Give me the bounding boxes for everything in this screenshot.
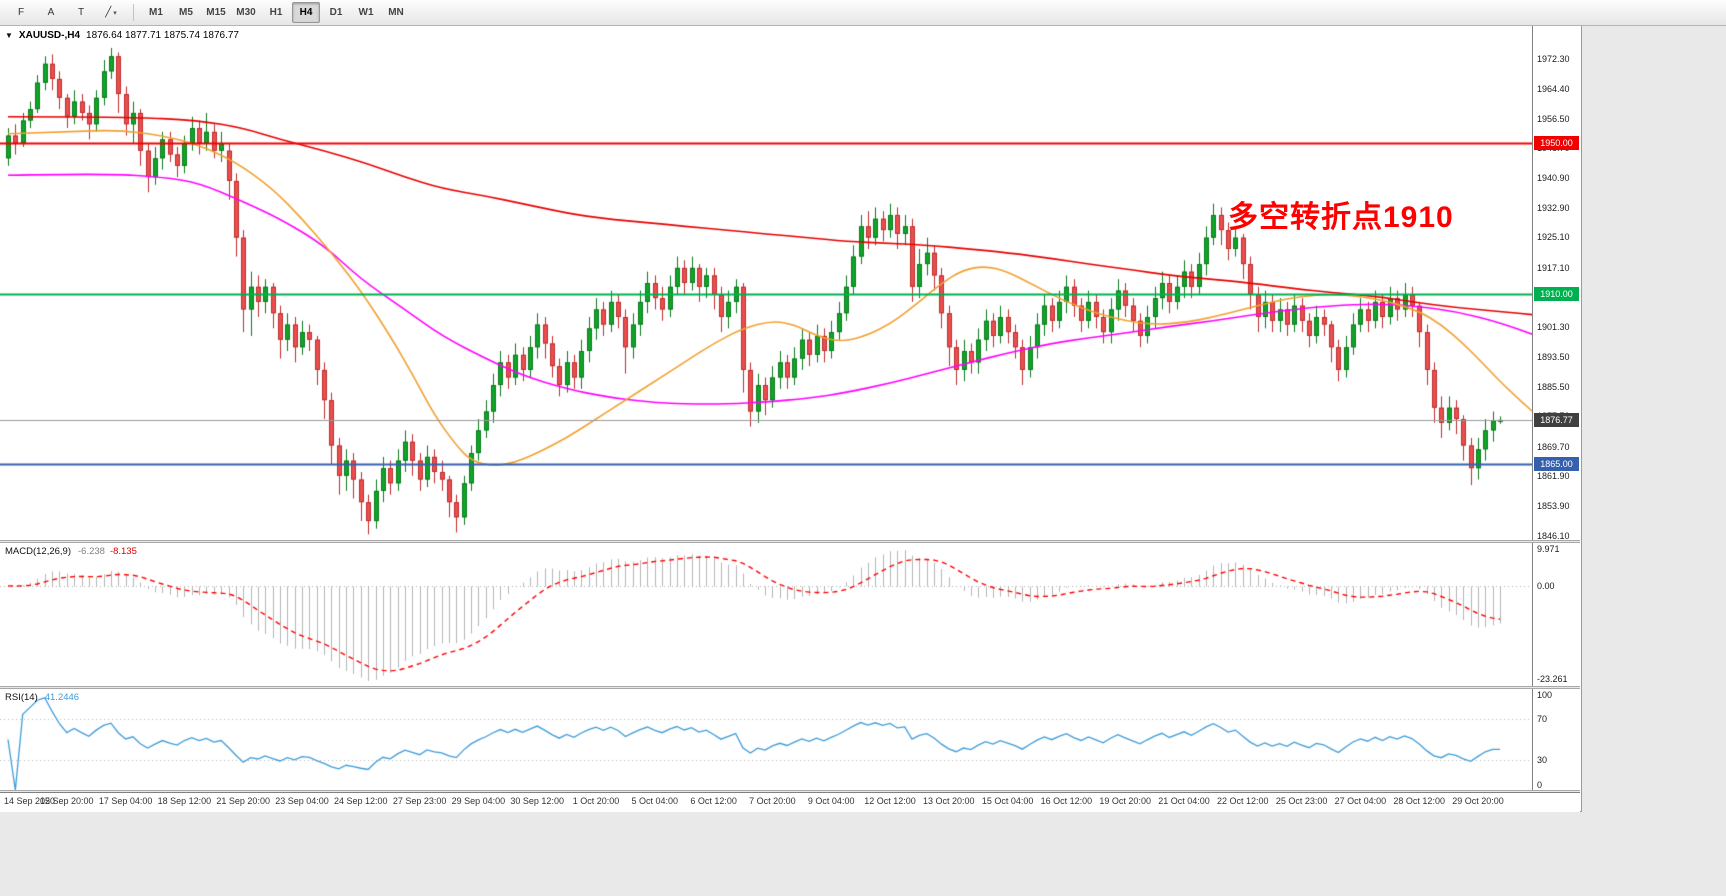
price-tick: 1869.70 — [1537, 441, 1570, 452]
level-badge-1910: 1910.00 — [1534, 287, 1579, 302]
level-badge-1865: 1865.00 — [1534, 457, 1579, 472]
symbol-dropdown-icon[interactable]: ▼ — [5, 31, 13, 40]
time-label: 28 Oct 12:00 — [1393, 796, 1445, 806]
timeframe-button-m15[interactable]: M15 — [206, 7, 226, 18]
macd-canvas[interactable] — [0, 543, 1532, 686]
macd-tick: -23.261 — [1537, 673, 1568, 684]
timeframe-button-w1[interactable]: W1 — [358, 7, 374, 18]
price-scale[interactable]: 1950.00 1910.00 1876.77 1865.00 1972.30 1… — [1532, 26, 1580, 541]
time-label: 17 Sep 04:00 — [98, 796, 153, 806]
time-label: 23 Sep 04:00 — [275, 796, 329, 806]
time-label: 16 Oct 12:00 — [1040, 796, 1093, 806]
rsi-tick: 0 — [1537, 780, 1543, 790]
time-label: 21 Sep 20:00 — [216, 796, 270, 806]
macd-label: MACD(12,26,9) -6.238 -8.135 — [5, 546, 137, 557]
time-label: 24 Sep 12:00 — [334, 796, 388, 806]
time-label: 30 Sep 12:00 — [510, 796, 564, 806]
timeframe-button-h1[interactable]: H1 — [269, 7, 283, 18]
time-label: 15 Oct 04:00 — [981, 796, 1034, 806]
time-label: 12 Oct 12:00 — [864, 796, 916, 806]
level-badge-1950: 1950.00 — [1534, 136, 1579, 151]
ohlc-values: 1876.64 1877.71 1875.74 1876.77 — [86, 30, 239, 41]
time-label: 22 Oct 12:00 — [1217, 796, 1269, 806]
time-label: 9 Oct 04:00 — [807, 796, 855, 806]
macd-tick: 9.971 — [1537, 544, 1560, 555]
price-tick: 1932.90 — [1537, 202, 1570, 213]
panel-splitter[interactable] — [0, 790, 1580, 792]
price-panel: ▼ XAUUSD-,H4 1876.64 1877.71 1875.74 1876.… — [0, 26, 1580, 541]
arrow-tool-button[interactable]: A — [47, 7, 55, 18]
time-label: 18 Sep 12:00 — [157, 796, 212, 806]
toolbar-tools-group: F A T ╱ ▾ — [6, 2, 126, 23]
price-chart-canvas[interactable] — [0, 26, 1532, 540]
macd-scale[interactable]: 9.971 0.00 -23.261 — [1532, 543, 1580, 686]
time-label: 5 Oct 04:00 — [631, 796, 679, 806]
rsi-name: RSI(14) — [5, 692, 38, 703]
price-tick: 1964.40 — [1537, 83, 1570, 94]
price-tick: 1925.10 — [1537, 232, 1570, 243]
rsi-label: RSI(14) 41.2446 — [5, 692, 79, 703]
rsi-tick: 70 — [1537, 714, 1548, 725]
price-tick: 1853.90 — [1537, 501, 1570, 512]
symbol-timeframe-label: XAUUSD-,H4 — [18, 30, 81, 41]
chart-title: ▼ XAUUSD-,H4 1876.64 1877.71 1875.74 1876.… — [5, 30, 239, 41]
chart-text-annotation[interactable]: 多空转折点1910 — [1228, 201, 1454, 234]
time-label: 1 Oct 20:00 — [572, 796, 620, 806]
time-label: 19 Oct 20:00 — [1099, 796, 1151, 806]
timeframe-button-mn[interactable]: MN — [388, 7, 404, 18]
chart-window: ▼ XAUUSD-,H4 1876.64 1877.71 1875.74 1876.… — [0, 26, 1582, 812]
rsi-panel: RSI(14) 41.2446 100 70 30 0 — [0, 689, 1580, 790]
timeframe-button-m1[interactable]: M1 — [149, 7, 163, 18]
time-label: 27 Oct 04:00 — [1334, 796, 1387, 806]
chart-window-button[interactable]: F — [17, 7, 25, 18]
price-tick: 1972.30 — [1537, 53, 1570, 64]
dropdown-caret-icon: ▾ — [113, 10, 117, 17]
time-label: 29 Sep 04:00 — [451, 796, 506, 806]
macd-main-value: -6.238 — [78, 546, 105, 557]
bid-price-badge: 1876.77 — [1534, 412, 1579, 427]
rsi-canvas[interactable] — [0, 689, 1532, 790]
macd-panel: MACD(12,26,9) -6.238 -8.135 9.971 0.00 -23.2… — [0, 543, 1580, 686]
timeframe-group: M1 M5 M15 M30 H1 H4 D1 W1 MN — [141, 2, 411, 23]
price-tick: 1940.90 — [1537, 172, 1570, 183]
macd-name: MACD(12,26,9) — [5, 546, 71, 557]
panel-splitter[interactable] — [0, 686, 1580, 689]
rsi-value: 41.2446 — [44, 692, 80, 703]
price-tick: 1901.30 — [1537, 322, 1570, 333]
timeframe-button-m30[interactable]: M30 — [236, 7, 256, 18]
price-tick: 1956.50 — [1537, 113, 1570, 124]
time-label: 27 Sep 23:00 — [392, 796, 447, 806]
rsi-tick: 100 — [1537, 690, 1553, 700]
price-tick: 1893.50 — [1537, 351, 1570, 362]
time-label: 15 Sep 20:00 — [40, 796, 94, 806]
macd-tick: 0.00 — [1537, 580, 1555, 591]
toolbar-separator — [133, 4, 134, 21]
toolbar: F A T ╱ ▾ M1 M5 M15 M30 H1 H4 D1 W1 MN — [0, 0, 1726, 26]
time-label: 25 Oct 23:00 — [1275, 796, 1328, 806]
rsi-scale[interactable]: 100 70 30 0 — [1532, 689, 1580, 790]
rsi-tick: 30 — [1537, 754, 1548, 765]
time-label: 13 Oct 20:00 — [923, 796, 975, 806]
price-tick: 1846.10 — [1537, 530, 1570, 541]
time-axis[interactable]: 14 Sep 2020 15 Sep 20:00 17 Sep 04:00 18 Se… — [0, 792, 1580, 812]
price-tick: 1885.50 — [1537, 381, 1570, 392]
timeframe-button-m5[interactable]: M5 — [179, 7, 193, 18]
price-tick: 1861.90 — [1537, 471, 1570, 482]
text-tool-button[interactable]: T — [77, 7, 85, 18]
macd-signal-value: -8.135 — [109, 546, 137, 557]
time-label: 6 Oct 12:00 — [690, 796, 737, 806]
time-label: 7 Oct 20:00 — [749, 796, 796, 806]
timeframe-button-d1[interactable]: D1 — [329, 7, 343, 18]
time-label: 21 Oct 04:00 — [1158, 796, 1210, 806]
timeframe-button-h4[interactable]: H4 — [292, 2, 320, 23]
line-tools-button[interactable]: ╱ ▾ — [105, 7, 117, 18]
price-tick: 1917.10 — [1537, 262, 1570, 273]
time-label: 29 Oct 20:00 — [1452, 796, 1504, 806]
time-label: 14 Sep 2020 — [4, 796, 56, 806]
panel-splitter[interactable] — [0, 540, 1580, 543]
